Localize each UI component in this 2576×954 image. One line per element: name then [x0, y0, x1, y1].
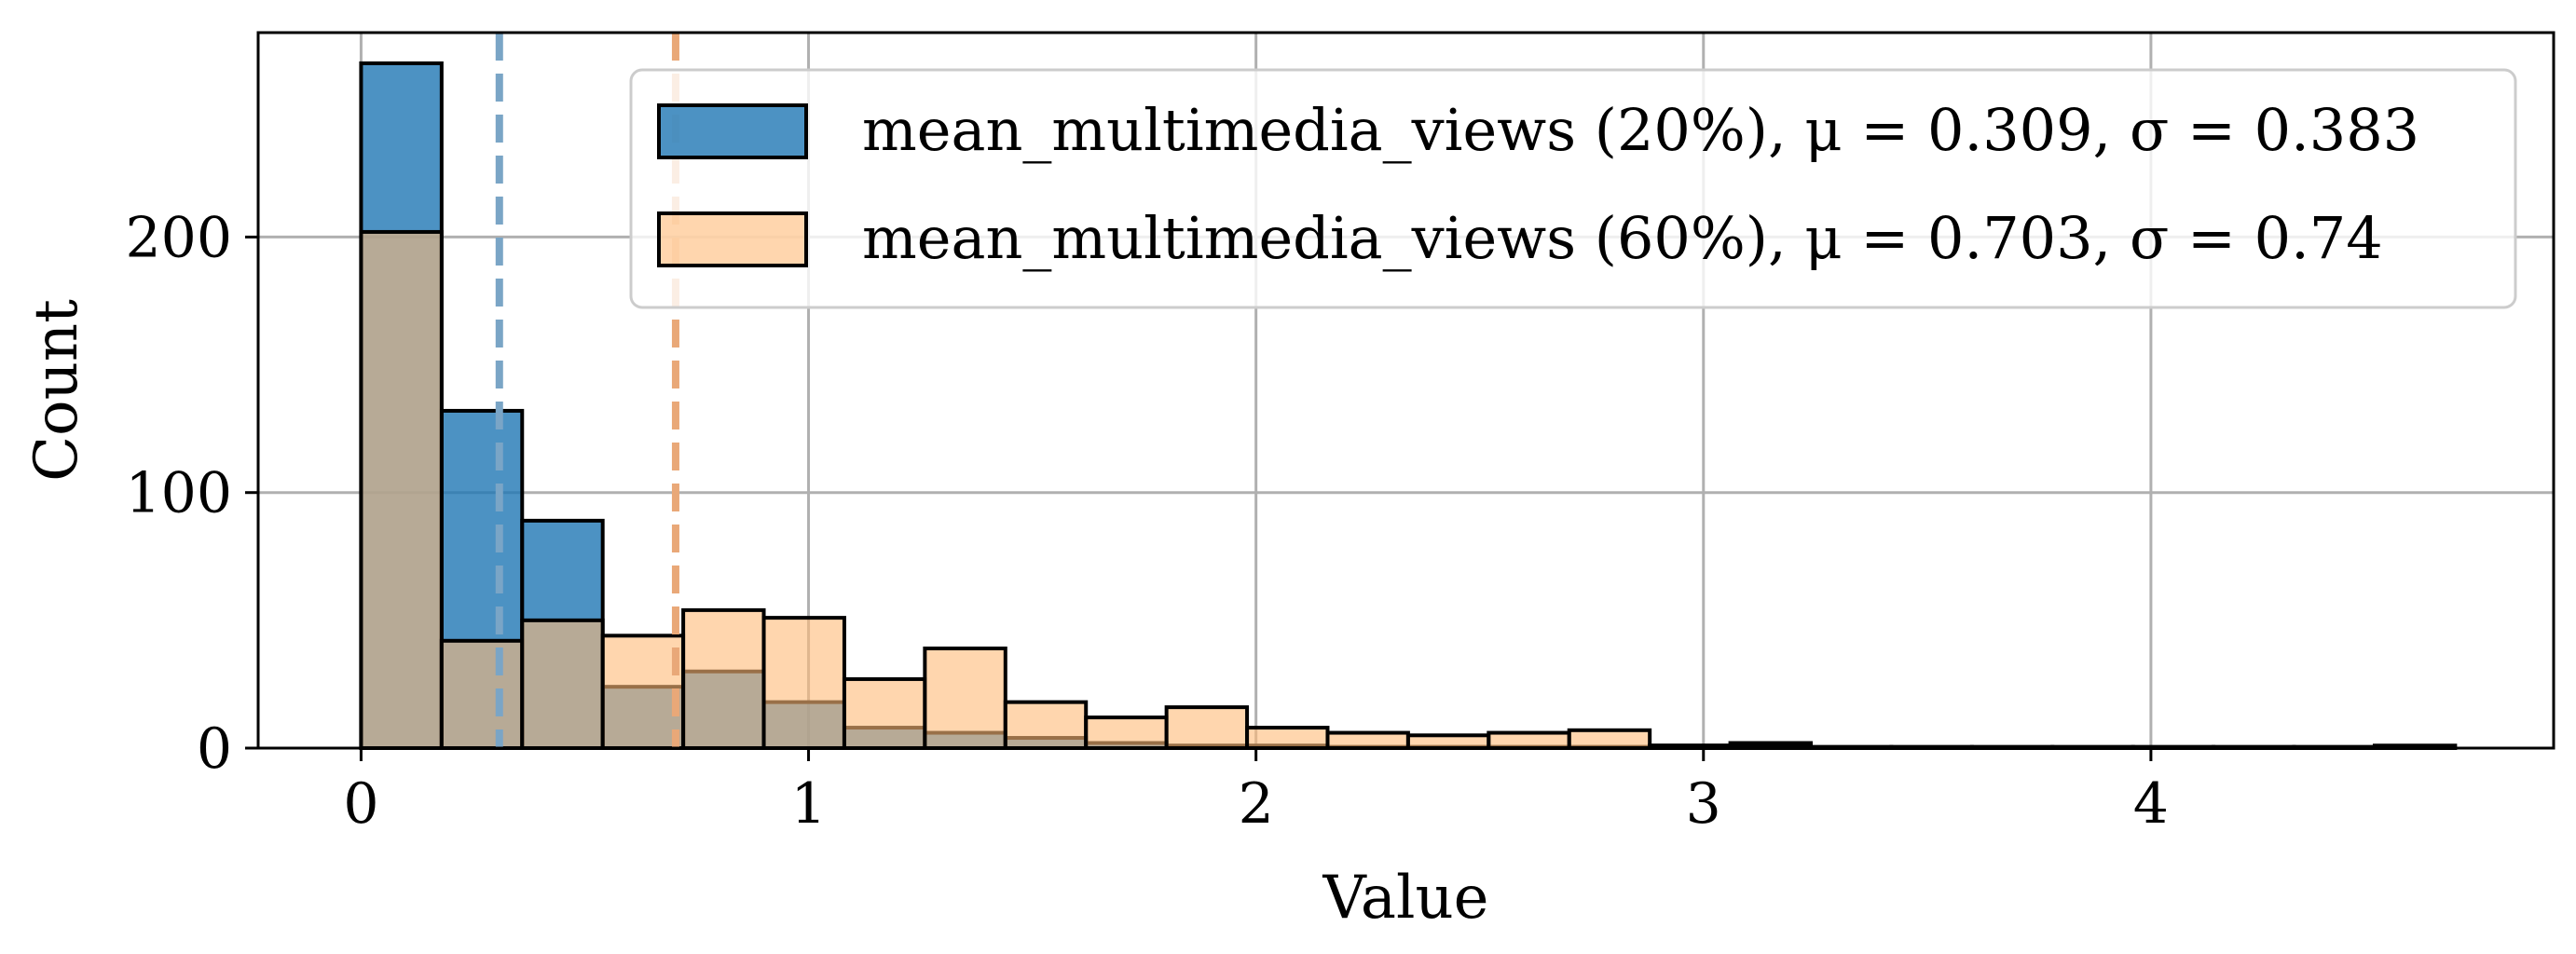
- bar: [842, 676, 927, 751]
- legend-swatch-series-2: [657, 211, 808, 267]
- bar: [1405, 733, 1491, 750]
- bar: [600, 634, 686, 750]
- bar: [681, 607, 766, 751]
- bar: [359, 229, 444, 750]
- bar: [1164, 705, 1250, 750]
- x-tick-label: 3: [1686, 771, 1721, 837]
- bar: [923, 647, 1007, 750]
- x-tick-label: 4: [2133, 771, 2169, 837]
- x-tick-label: 2: [1239, 771, 1274, 837]
- legend-label-series-1: mean_multimedia_views (20%), μ = 0.309, …: [862, 96, 2419, 164]
- bar: [1084, 716, 1169, 750]
- bar: [1487, 730, 1571, 750]
- histogram-bars: [359, 61, 2458, 751]
- mean-lines: [495, 33, 679, 748]
- bar: [520, 618, 605, 750]
- legend-box: [629, 68, 2517, 309]
- bar: [1003, 700, 1089, 751]
- bar: [1245, 726, 1330, 750]
- legend: mean_multimedia_views (20%), μ = 0.309, …: [629, 68, 2517, 309]
- bar: [1567, 728, 1652, 750]
- y-tick-label: 0: [197, 716, 232, 782]
- x-tick-label: 0: [343, 771, 378, 837]
- axis-ticks: 0 1 2 3 4 0 100 200: [125, 205, 2169, 837]
- legend-swatch-series-1: [657, 103, 808, 159]
- bar: [761, 616, 846, 750]
- bar: [439, 638, 525, 750]
- legend-label-series-2: mean_multimedia_views (60%), μ = 0.703, …: [862, 204, 2383, 272]
- plot-frame: [256, 31, 2555, 750]
- y-axis-label: Count: [22, 299, 91, 482]
- y-tick-label: 100: [125, 461, 232, 526]
- y-tick-label: 200: [125, 205, 232, 270]
- series-2-bars: [359, 229, 1814, 751]
- x-axis-label: Value: [1322, 864, 1488, 933]
- x-tick-label: 1: [790, 771, 826, 837]
- bar: [1325, 730, 1410, 750]
